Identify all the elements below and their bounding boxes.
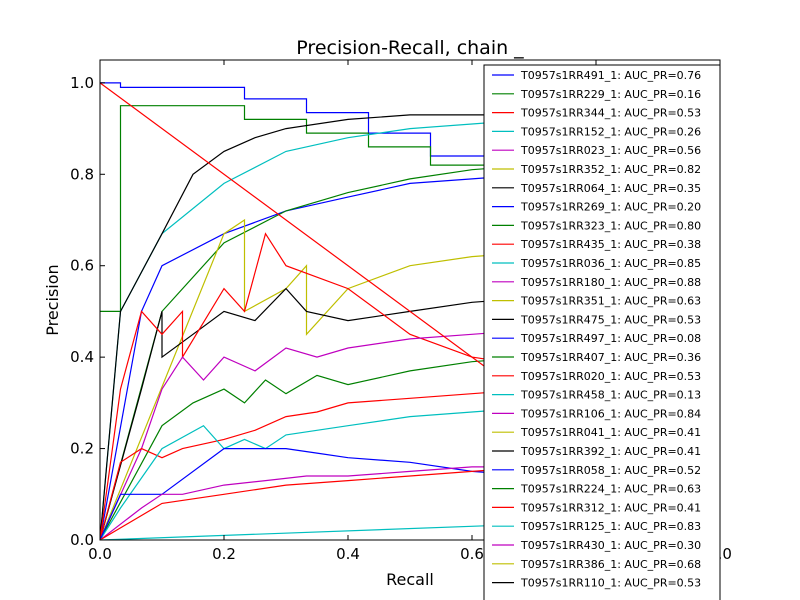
legend-label: T0957s1RR475_1: AUC_PR=0.53 (520, 313, 701, 326)
y-tick-label: 0.6 (70, 257, 94, 275)
y-tick-label: 0.2 (70, 440, 94, 458)
y-tick-label: 1.0 (70, 74, 94, 92)
legend-label: T0957s1RR036_1: AUC_PR=0.85 (520, 257, 701, 270)
legend-label: T0957s1RR407_1: AUC_PR=0.36 (520, 351, 701, 364)
legend-label: T0957s1RR110_1: AUC_PR=0.53 (520, 577, 701, 590)
y-tick-label: 0.4 (70, 348, 94, 366)
legend-label: T0957s1RR152_1: AUC_PR=0.26 (520, 125, 701, 138)
x-tick-label: 0.6 (460, 545, 484, 563)
legend-label: T0957s1RR023_1: AUC_PR=0.56 (520, 144, 701, 157)
x-tick-label: 0.2 (212, 545, 236, 563)
legend: T0957s1RR491_1: AUC_PR=0.76 T0957s1RR229_… (483, 64, 721, 600)
legend-label: T0957s1RR352_1: AUC_PR=0.82 (520, 163, 701, 176)
x-tick-label: 0.0 (88, 545, 112, 563)
legend-label: T0957s1RR458_1: AUC_PR=0.13 (520, 389, 701, 402)
legend-label: T0957s1RR430_1: AUC_PR=0.30 (520, 539, 701, 552)
legend-label: T0957s1RR323_1: AUC_PR=0.80 (520, 219, 701, 232)
legend-label: T0957s1RR064_1: AUC_PR=0.35 (520, 182, 701, 195)
legend-label: T0957s1RR058_1: AUC_PR=0.52 (520, 464, 701, 477)
legend-label: T0957s1RR125_1: AUC_PR=0.83 (520, 520, 701, 533)
legend-label: T0957s1RR491_1: AUC_PR=0.76 (520, 69, 701, 82)
legend-label: T0957s1RR224_1: AUC_PR=0.63 (520, 483, 701, 496)
legend-label: T0957s1RR435_1: AUC_PR=0.38 (520, 238, 701, 251)
legend-label: T0957s1RR392_1: AUC_PR=0.41 (520, 445, 701, 458)
x-tick-label: 0.4 (336, 545, 360, 563)
legend-label: T0957s1RR020_1: AUC_PR=0.53 (520, 370, 701, 383)
legend-label: T0957s1RR041_1: AUC_PR=0.41 (520, 426, 701, 439)
legend-label: T0957s1RR351_1: AUC_PR=0.63 (520, 295, 701, 308)
legend-box (483, 64, 721, 600)
chart-title: Precision-Recall, chain _ (296, 37, 524, 59)
legend-label: T0957s1RR180_1: AUC_PR=0.88 (520, 276, 701, 289)
legend-label: T0957s1RR106_1: AUC_PR=0.84 (520, 407, 701, 420)
y-tick-label: 0.0 (70, 531, 94, 549)
legend-label: T0957s1RR344_1: AUC_PR=0.53 (520, 107, 701, 120)
y-axis-label: Precision (43, 264, 62, 335)
x-axis-label: Recall (386, 570, 434, 589)
legend-label: T0957s1RR312_1: AUC_PR=0.41 (520, 501, 701, 514)
legend-entries: T0957s1RR491_1: AUC_PR=0.76 T0957s1RR229_… (492, 69, 701, 590)
y-tick-label: 0.8 (70, 165, 94, 183)
legend-label: T0957s1RR497_1: AUC_PR=0.08 (520, 332, 701, 345)
legend-label: T0957s1RR386_1: AUC_PR=0.68 (520, 558, 701, 571)
legend-label: T0957s1RR269_1: AUC_PR=0.20 (520, 201, 701, 214)
legend-label: T0957s1RR229_1: AUC_PR=0.16 (520, 88, 701, 101)
